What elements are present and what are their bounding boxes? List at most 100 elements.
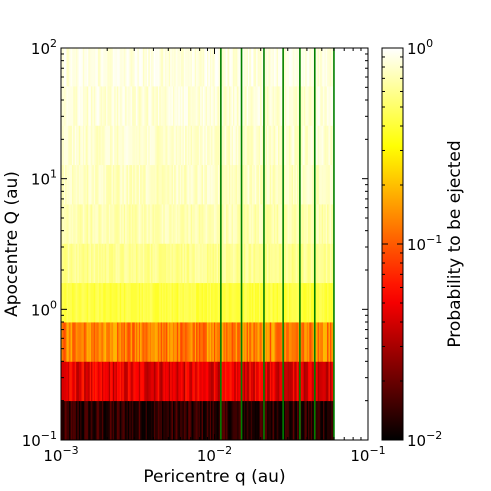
heatmap-cell [277,203,280,244]
heatmap-cell [85,400,88,441]
heatmap-cell [293,203,295,244]
heatmap-cell [91,243,93,284]
heatmap-cell [115,282,118,323]
heatmap-cell [207,164,209,205]
heatmap-cell [217,361,220,402]
heatmap-cell [145,361,148,402]
heatmap-cell [159,361,162,402]
heatmap-cell [231,282,234,323]
heatmap-cell [268,400,271,441]
heatmap-cell [287,243,290,284]
heatmap-cell [137,203,140,244]
heatmap-cell [104,243,107,284]
heatmap-cell [123,85,126,126]
heatmap-cell [136,203,138,244]
heatmap-cell [70,125,73,166]
heatmap-cell [104,322,107,362]
heatmap-cell [190,125,193,166]
heatmap-cell [230,243,232,284]
heatmap-cell [249,400,252,441]
heatmap-cell [290,203,293,244]
heatmap-cell [194,125,197,166]
heatmap-cell [131,85,134,126]
heatmap-cell [283,322,286,362]
heatmap-cell [63,400,66,441]
heatmap-cell [256,243,258,284]
heatmap-cell [144,361,147,402]
heatmap-cell [200,282,202,323]
heatmap-cell [89,203,92,244]
heatmap-cell [249,282,252,323]
heatmap-cell [252,203,254,244]
heatmap-cell [272,125,275,166]
heatmap-cell [81,164,84,205]
heatmap-cell [67,322,70,362]
heatmap-cell [93,125,96,166]
heatmap-cell [227,125,230,166]
heatmap-cell [237,282,239,323]
heatmap-cell [323,282,325,323]
heatmap-cell [327,48,329,87]
heatmap-cell [126,243,129,284]
heatmap-cell [312,164,314,205]
heatmap-cell [157,282,160,323]
heatmap-cell [226,282,228,323]
heatmap-cell [181,282,183,323]
heatmap-cell [284,361,287,402]
heatmap-cell [134,203,137,244]
heatmap-cell [242,361,245,402]
heatmap-cell [80,48,82,87]
heatmap-cell [104,48,107,87]
heatmap-cell [293,243,295,284]
heatmap-cell [320,85,323,126]
heatmap-cell [181,164,183,205]
heatmap-cell [161,361,164,402]
heatmap-cell [250,85,253,126]
heatmap-cell [174,164,177,205]
heatmap-cell [224,85,227,126]
heatmap-cell [192,125,194,166]
heatmap-cell [76,203,78,244]
heatmap-cell [141,85,144,126]
heatmap-cell [174,400,177,441]
heatmap-cell [174,282,177,323]
heatmap-cell [106,125,108,166]
heatmap-cell [160,282,163,323]
heatmap-cell [69,282,71,323]
heatmap-cell [155,322,157,362]
heatmap-cell [245,203,247,244]
heatmap-cell [131,282,134,323]
heatmap-cell [172,125,175,166]
heatmap-cell [217,322,220,362]
heatmap-cell [194,282,197,323]
heatmap-cell [159,282,162,323]
heatmap-cell [136,243,138,284]
heatmap-cell [226,125,228,166]
heatmap-cell [78,203,81,244]
heatmap-cell [107,361,110,402]
heatmap-cell [65,322,67,362]
heatmap-cell [175,125,178,166]
heatmap-cell [230,322,232,362]
heatmap-cell [125,322,127,362]
heatmap-cell [122,361,125,402]
heatmap-cell [137,125,140,166]
heatmap-cell [271,400,273,441]
heatmap-cell [200,361,202,402]
heatmap-cell [291,243,294,284]
heatmap-cell [137,48,140,87]
heatmap-cell [107,164,110,205]
heatmap-cell [247,48,250,87]
heatmap-cell [258,361,261,402]
heatmap-cell [178,282,181,323]
heatmap-cell [189,125,192,166]
heatmap-cell [250,282,253,323]
heatmap-cell [186,164,189,205]
heatmap-cell [247,203,250,244]
heatmap-cell [177,361,179,402]
heatmap-cell [121,282,123,323]
heatmap-cell [149,85,152,126]
heatmap-cell [163,282,166,323]
heatmap-cell [200,243,202,284]
heatmap-cell [118,164,121,205]
